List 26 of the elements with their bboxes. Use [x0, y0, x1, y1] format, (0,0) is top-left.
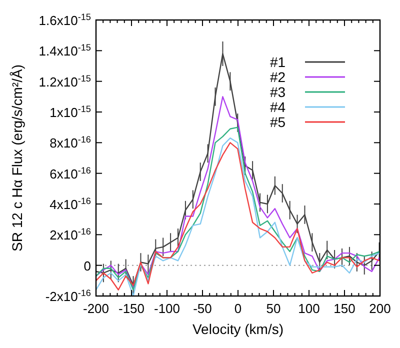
- y-tick-label: 1x10$^{-15}$: [50, 104, 91, 120]
- legend-label: #4: [270, 99, 286, 115]
- y-axis-title: SR 12 c Hα Flux (erg/s/cm²/Å): [9, 64, 25, 252]
- legend-label: #5: [270, 114, 286, 130]
- x-tick-label: 50: [266, 301, 281, 316]
- y-tick-label: 8x10$^{-16}$: [50, 134, 91, 151]
- y-tick-label: 1.2x10$^{-15}$: [38, 73, 91, 90]
- y-tick-label: 6x10$^{-16}$: [50, 165, 91, 182]
- y-tick-label: 0: [84, 258, 91, 274]
- x-tick-label: -150: [118, 301, 145, 316]
- x-tick-label: -200: [82, 301, 110, 316]
- y-tick-label: -2x10$^{-16}$: [45, 288, 91, 304]
- y-tick-label: 1.4x10$^{-15}$: [38, 42, 91, 59]
- x-tick-label: -50: [193, 301, 212, 316]
- legend-label: #2: [270, 69, 286, 85]
- x-tick-label: 0: [234, 301, 242, 316]
- x-tick-label: -100: [154, 301, 180, 316]
- y-tick-label: 2x10$^{-16}$: [50, 226, 91, 243]
- y-tick-label: 4x10$^{-16}$: [50, 196, 91, 212]
- x-axis-title: Velocity (km/s): [192, 321, 284, 337]
- x-tick-label: 100: [298, 301, 320, 316]
- legend-label: #3: [270, 84, 286, 100]
- x-tick-label: 200: [369, 301, 391, 316]
- legend-label: #1: [270, 54, 286, 70]
- x-tick-label: 150: [334, 301, 356, 316]
- y-tick-label: 1.6x10$^{-15}$: [38, 12, 91, 28]
